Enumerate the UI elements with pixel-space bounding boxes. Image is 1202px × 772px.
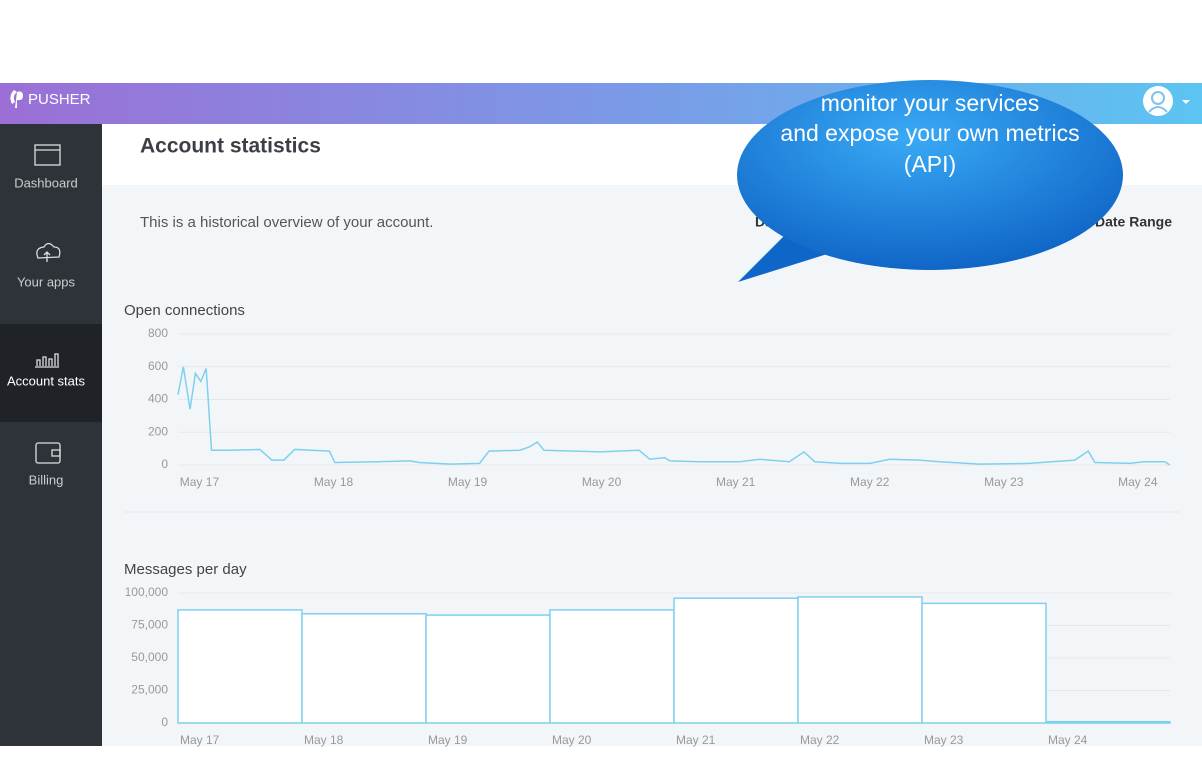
callout-text: monitor your services bbox=[821, 90, 1040, 116]
bar bbox=[425, 614, 551, 724]
y-tick-label: 400 bbox=[148, 392, 168, 406]
sidebar-item[interactable]: Billing bbox=[29, 472, 64, 487]
logo-icon bbox=[10, 90, 23, 108]
callout bbox=[737, 80, 1123, 270]
bar bbox=[1045, 720, 1171, 724]
sidebar-item[interactable]: Dashboard bbox=[14, 175, 78, 190]
logo: PUSHER bbox=[28, 91, 91, 108]
x-tick-label: May 20 bbox=[582, 475, 622, 489]
bar bbox=[301, 613, 427, 724]
y-tick-label: 25,000 bbox=[131, 683, 168, 697]
description: This is a historical overview of your ac… bbox=[140, 214, 433, 231]
x-tick-label: May 23 bbox=[924, 733, 964, 747]
chart-title: Messages per day bbox=[124, 561, 247, 578]
sidebar-icons bbox=[34, 144, 61, 464]
avatar-head bbox=[1151, 91, 1165, 105]
sidebar bbox=[0, 124, 102, 746]
x-tick-label: May 18 bbox=[304, 733, 344, 747]
sidebar-item[interactable]: Your apps bbox=[17, 274, 76, 289]
x-tick-label: May 17 bbox=[180, 733, 220, 747]
x-tick-label: May 19 bbox=[428, 733, 468, 747]
y-tick-label: 75,000 bbox=[131, 618, 168, 632]
line bbox=[177, 366, 1171, 466]
y-tick-label: 600 bbox=[148, 359, 168, 373]
chart-title: Open connections bbox=[124, 302, 245, 319]
x-tick-label: May 22 bbox=[800, 733, 840, 747]
y-tick-label: 800 bbox=[148, 326, 168, 340]
avatar-caret[interactable] bbox=[1182, 100, 1190, 104]
bar bbox=[921, 602, 1047, 724]
x-tick-label: May 22 bbox=[850, 475, 890, 489]
x-tick-label: May 21 bbox=[676, 733, 716, 747]
y-tick-label: 0 bbox=[161, 457, 168, 471]
x-tick-label: May 19 bbox=[448, 475, 488, 489]
y-tick-label: 100,000 bbox=[125, 585, 169, 599]
x-tick-label: May 18 bbox=[314, 475, 354, 489]
x-tick-label: May 23 bbox=[984, 475, 1024, 489]
bar bbox=[549, 609, 675, 724]
x-tick-label: May 21 bbox=[716, 475, 756, 489]
avatar[interactable] bbox=[1143, 86, 1173, 116]
bar bbox=[797, 596, 923, 724]
charts: Open connections 0 200 400 600 800 May 17 May 1… bbox=[124, 302, 1171, 747]
x-tick-label: May 24 bbox=[1118, 475, 1158, 489]
x-tick-label: May 20 bbox=[552, 733, 592, 747]
y-tick-label: 50,000 bbox=[131, 650, 168, 664]
y-tick-label: 0 bbox=[161, 715, 168, 729]
bar bbox=[177, 609, 303, 724]
sidebar-active bbox=[0, 324, 102, 422]
bar bbox=[673, 597, 799, 724]
page-title: Account statistics bbox=[140, 135, 321, 158]
callout-text: (API) bbox=[904, 151, 956, 177]
callout-text: and expose your own metrics bbox=[780, 120, 1079, 146]
x-tick-label: May 24 bbox=[1048, 733, 1088, 747]
avatar-body bbox=[1148, 106, 1168, 113]
x-tick-label: May 17 bbox=[180, 475, 220, 489]
sidebar-item[interactable]: Account stats bbox=[7, 373, 86, 388]
y-tick-label: 200 bbox=[148, 424, 168, 438]
